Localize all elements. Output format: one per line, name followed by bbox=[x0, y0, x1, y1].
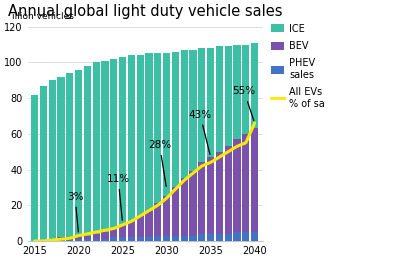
Bar bbox=[66, 73, 73, 237]
Bar bbox=[172, 187, 179, 236]
Bar bbox=[172, 236, 179, 241]
Bar bbox=[181, 178, 188, 236]
Bar bbox=[251, 232, 258, 241]
Bar bbox=[75, 239, 82, 241]
Bar bbox=[163, 196, 170, 236]
Bar bbox=[163, 54, 170, 196]
Bar bbox=[119, 57, 126, 225]
Bar bbox=[57, 239, 65, 241]
Bar bbox=[216, 152, 223, 234]
Bar bbox=[234, 44, 241, 139]
Bar bbox=[189, 50, 197, 171]
Bar bbox=[198, 48, 205, 162]
Bar bbox=[128, 237, 135, 241]
Bar bbox=[181, 236, 188, 241]
Bar bbox=[251, 128, 258, 232]
Bar bbox=[84, 239, 91, 241]
Bar bbox=[84, 66, 91, 236]
Bar bbox=[189, 236, 197, 241]
Bar bbox=[172, 52, 179, 187]
Bar bbox=[207, 48, 214, 157]
Text: 43%: 43% bbox=[188, 109, 212, 154]
Bar bbox=[225, 46, 232, 146]
Bar bbox=[234, 232, 241, 241]
Bar bbox=[93, 62, 100, 234]
Bar bbox=[84, 236, 91, 239]
Bar bbox=[110, 229, 117, 237]
Text: 28%: 28% bbox=[148, 140, 171, 186]
Bar bbox=[216, 46, 223, 152]
Bar bbox=[128, 221, 135, 237]
Bar bbox=[242, 134, 249, 232]
Text: 3%: 3% bbox=[67, 192, 83, 232]
Bar bbox=[137, 216, 144, 237]
Bar bbox=[181, 50, 188, 178]
Bar bbox=[119, 225, 126, 237]
Bar bbox=[154, 54, 161, 204]
Bar bbox=[57, 77, 65, 237]
Bar bbox=[154, 236, 161, 241]
Bar bbox=[93, 234, 100, 239]
Bar bbox=[234, 139, 241, 232]
Bar bbox=[225, 234, 232, 241]
Bar bbox=[207, 234, 214, 241]
Bar bbox=[49, 239, 56, 241]
Bar bbox=[189, 171, 197, 236]
Bar bbox=[145, 237, 153, 241]
Bar bbox=[101, 232, 109, 239]
Text: 11%: 11% bbox=[107, 174, 130, 220]
Bar bbox=[137, 55, 144, 216]
Bar bbox=[40, 86, 47, 241]
Bar bbox=[225, 146, 232, 234]
Text: 55%: 55% bbox=[232, 86, 256, 120]
Legend: ICE, BEV, PHEV
sales, All EVs
% of sa: ICE, BEV, PHEV sales, All EVs % of sa bbox=[271, 24, 325, 109]
Bar bbox=[207, 157, 214, 234]
Bar bbox=[145, 54, 153, 211]
Bar bbox=[198, 234, 205, 241]
Bar bbox=[66, 239, 73, 241]
Bar bbox=[110, 237, 117, 241]
Bar bbox=[145, 211, 153, 237]
Bar bbox=[128, 55, 135, 221]
Bar bbox=[31, 95, 38, 241]
Bar bbox=[251, 43, 258, 128]
Bar bbox=[163, 236, 170, 241]
Bar bbox=[57, 237, 65, 239]
Text: illion vehicles: illion vehicles bbox=[12, 12, 74, 21]
Bar bbox=[93, 239, 100, 241]
Bar bbox=[101, 61, 109, 232]
Bar bbox=[66, 237, 73, 239]
Bar bbox=[49, 80, 56, 239]
Bar bbox=[216, 234, 223, 241]
Bar bbox=[137, 237, 144, 241]
Bar bbox=[154, 204, 161, 236]
Bar bbox=[242, 232, 249, 241]
Bar bbox=[119, 237, 126, 241]
Bar bbox=[75, 69, 82, 236]
Bar bbox=[101, 239, 109, 241]
Bar bbox=[75, 236, 82, 239]
Bar bbox=[198, 162, 205, 234]
Bar bbox=[242, 44, 249, 134]
Title: Annual global light duty vehicle sales: Annual global light duty vehicle sales bbox=[8, 4, 283, 19]
Bar bbox=[110, 59, 117, 229]
